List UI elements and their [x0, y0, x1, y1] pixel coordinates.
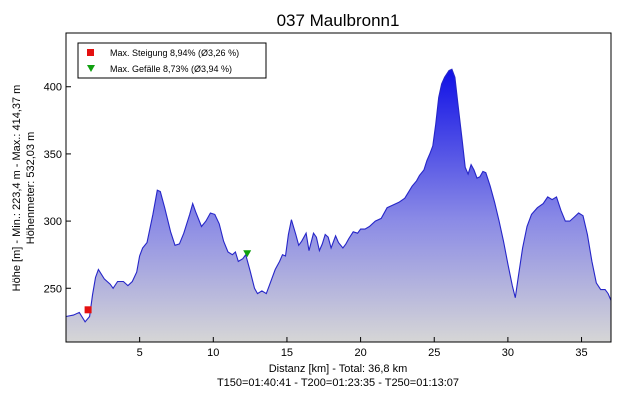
legend-max-descent-marker	[87, 65, 95, 72]
y-axis-label: Höhe [m] - Min.: 223,4 m - Max.: 414,37 …	[11, 85, 23, 292]
x-axis: 5 10 15 20 25 30 35	[137, 337, 588, 359]
y-axis: 250 300 350 400	[44, 82, 71, 295]
elevation-area-fill	[66, 69, 611, 342]
y-axis-elevation-gain-label: Höhenmeter: 532,03 m	[25, 132, 37, 245]
legend-max-climb-label: Max. Steigung 8,94% (Ø3,26 %)	[110, 48, 239, 58]
x-axis-label: Distanz [km] - Total: 36,8 km	[269, 363, 408, 375]
x-tick-label: 10	[207, 347, 219, 359]
elevation-profile-line	[66, 68, 611, 323]
y-tick-label: 400	[44, 82, 62, 94]
legend-max-descent-label: Max. Gefälle 8,73% (Ø3,94 %)	[110, 64, 232, 74]
plot-frame	[65, 32, 612, 343]
x-tick-label: 5	[137, 347, 143, 359]
x-tick-label: 15	[281, 347, 293, 359]
y-tick-label: 350	[44, 149, 62, 161]
x-tick-label: 25	[428, 347, 440, 359]
legend: Max. Steigung 8,94% (Ø3,26 %) Max. Gefäl…	[77, 42, 267, 79]
x-tick-label: 30	[502, 347, 514, 359]
max-climb-marker	[84, 306, 92, 314]
max-descent-marker	[243, 250, 252, 258]
x-axis-timing-label: T150=01:40:41 - T200=01:23:35 - T250=01:…	[217, 377, 459, 389]
y-tick-label: 250	[44, 283, 62, 295]
legend-max-climb-marker	[87, 49, 94, 56]
x-tick-label: 35	[575, 347, 587, 359]
legend-box	[77, 42, 267, 79]
y-tick-label: 300	[44, 216, 62, 228]
chart-title: 037 Maulbronn1	[277, 11, 400, 30]
x-tick-label: 20	[354, 347, 366, 359]
plot-area	[66, 68, 611, 342]
